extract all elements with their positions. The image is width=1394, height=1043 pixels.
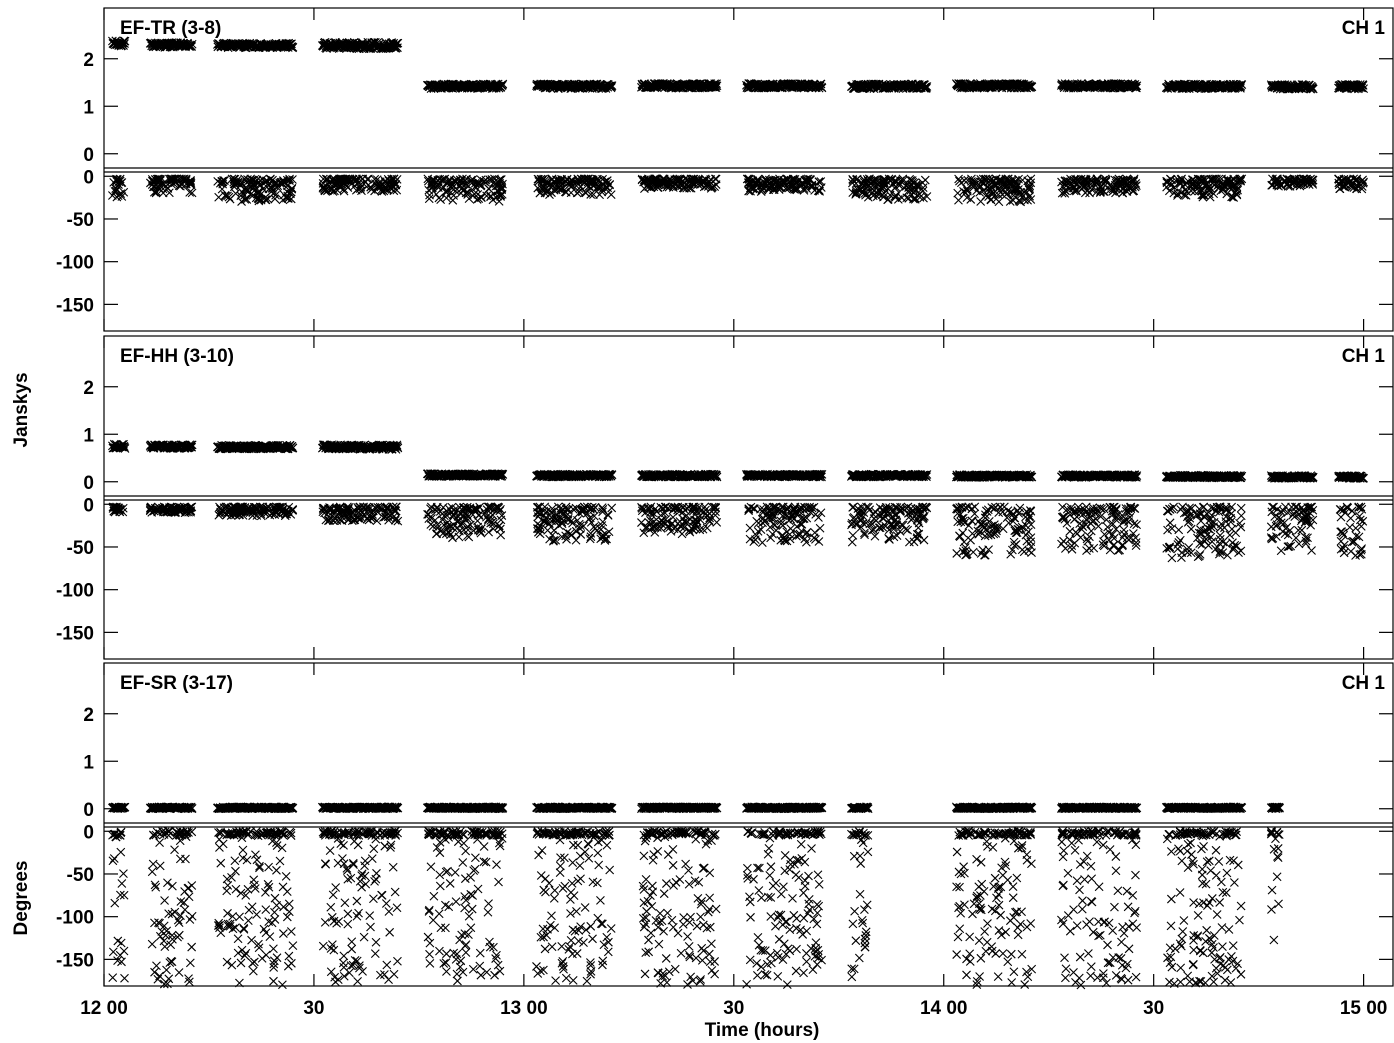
y-tick-label: 0 <box>83 145 94 166</box>
amplitude-point <box>288 42 298 52</box>
y-tick-label: -150 <box>56 295 94 316</box>
phase-point <box>442 193 451 203</box>
y-tick-label: 2 <box>83 378 94 399</box>
phase-point <box>953 188 963 198</box>
amplitude-series <box>108 439 1368 483</box>
y-tick-label: 0 <box>83 495 94 516</box>
y-tick-label: -50 <box>67 538 94 559</box>
phase-point <box>1026 174 1036 184</box>
phase-point <box>214 192 224 202</box>
phase-point <box>814 185 824 195</box>
y-tick-label: -50 <box>67 210 94 231</box>
y-tick-label: -100 <box>56 253 94 274</box>
panel-1: 2 1 00 -50 -100 -150 EF-TR (3-8) CH 1 <box>56 7 1394 332</box>
amplitude-point <box>187 42 197 51</box>
amplitude-point <box>120 36 130 46</box>
y-tick-label: 1 <box>83 97 94 118</box>
panel-frame <box>103 7 1394 332</box>
y-tick-label: 0 <box>83 167 94 188</box>
phase-point <box>966 195 976 204</box>
phase-point <box>976 197 986 206</box>
amplitude-series <box>108 36 1368 94</box>
y-tick-label: -100 <box>56 581 94 602</box>
y-tick-label: 2 <box>83 50 94 71</box>
y-tick-label: -150 <box>56 623 94 644</box>
phase-series <box>108 174 1368 207</box>
y-tick-label: 1 <box>83 425 94 446</box>
channel-label: CH 1 <box>1342 18 1386 39</box>
phase-point <box>954 195 963 205</box>
phase-point <box>1085 188 1094 198</box>
amplitude-point <box>187 39 197 49</box>
baseline-label: EF-TR (3-8) <box>120 18 221 39</box>
phase-point <box>984 192 993 202</box>
amplitude-point <box>120 39 129 48</box>
y-tick-label: 0 <box>83 473 94 494</box>
panel-frame <box>103 335 1394 660</box>
